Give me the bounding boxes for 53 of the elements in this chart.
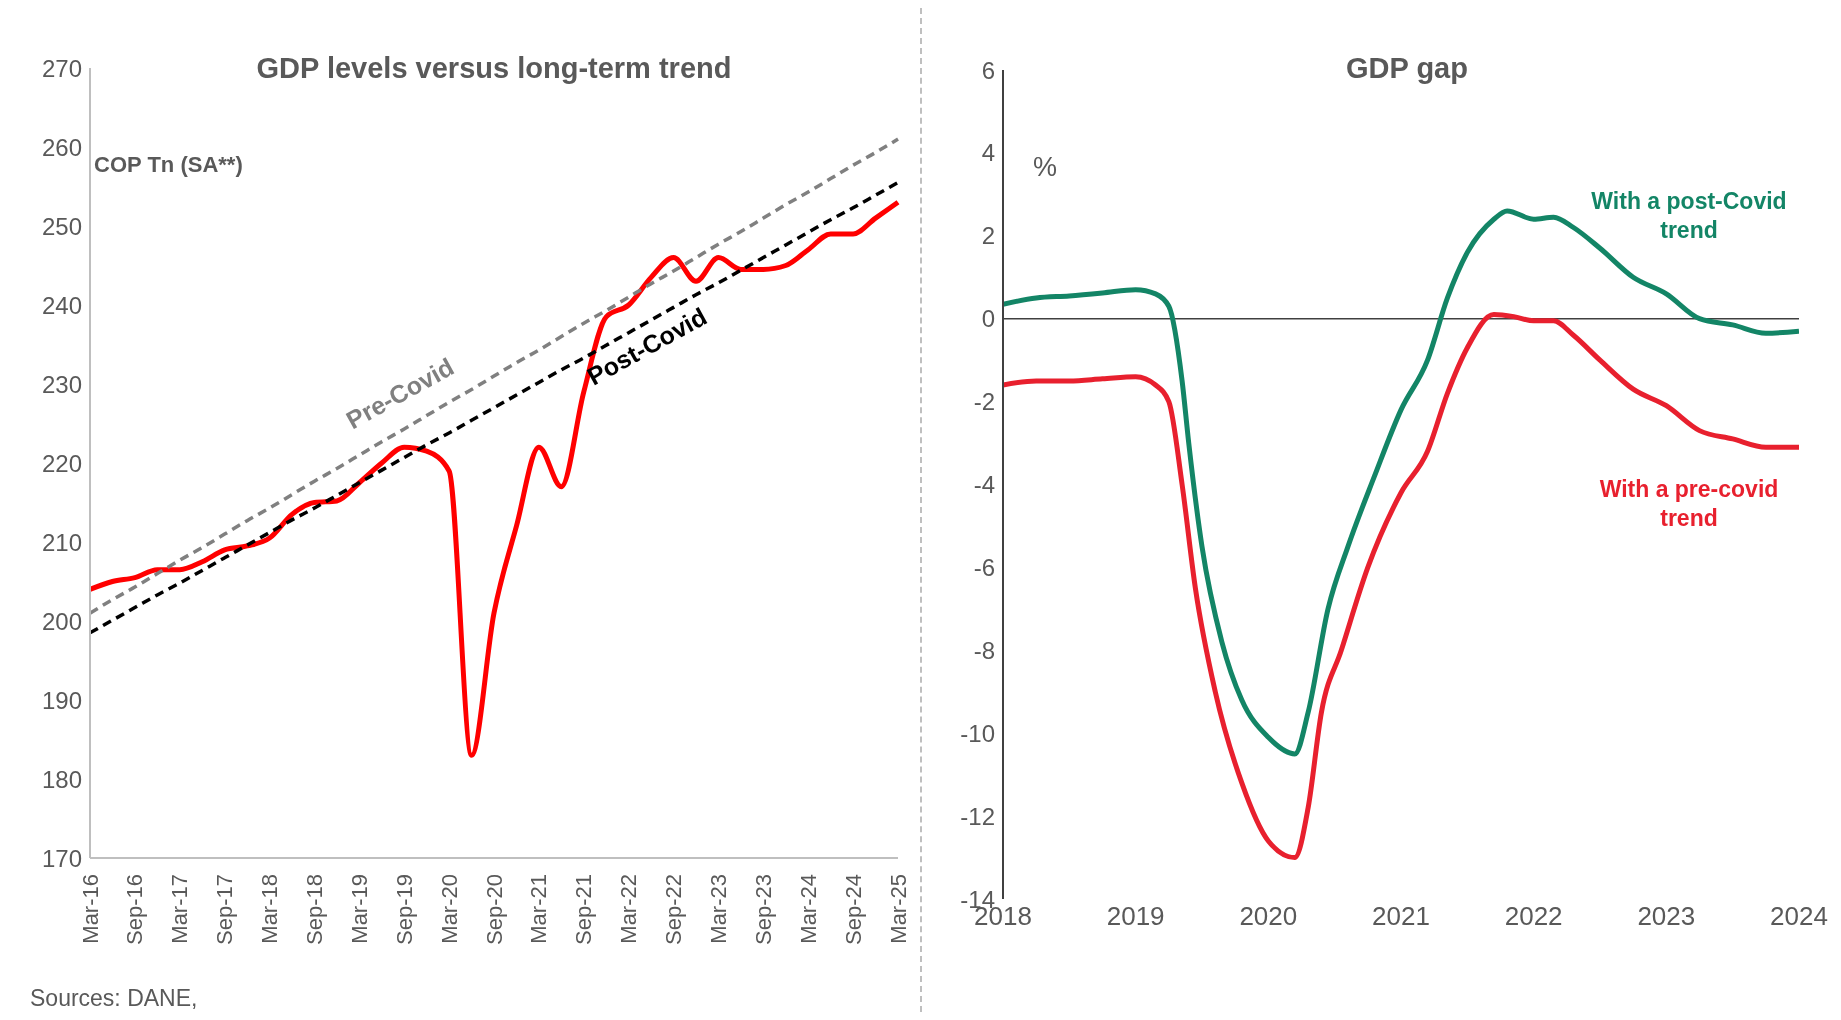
- x-tick-label: Sep-18: [301, 874, 327, 945]
- y-tick-label: -4: [973, 471, 995, 499]
- x-tick-label: Mar-20: [436, 874, 462, 944]
- x-tick-label: Mar-16: [77, 874, 103, 944]
- y-tick-label: 250: [41, 212, 82, 240]
- x-tick-label: 2019: [1106, 901, 1165, 932]
- x-tick-label: Mar-18: [257, 874, 283, 944]
- y-tick-label: 170: [41, 844, 82, 872]
- chart-title: GDP gap: [1345, 52, 1469, 85]
- x-tick-label: Mar-17: [167, 874, 193, 944]
- y-tick-label: -12: [960, 802, 995, 830]
- y-tick-label: 270: [41, 54, 82, 82]
- y-tick-label: -10: [960, 719, 995, 747]
- x-tick-label: Mar-22: [616, 874, 642, 944]
- y-axis-title: %: [1033, 152, 1058, 183]
- x-tick-label: Sep-21: [571, 874, 597, 945]
- y-tick-label: 260: [41, 133, 82, 161]
- y-tick-label: 2: [981, 222, 995, 250]
- x-tick-label: Sep-22: [661, 874, 687, 945]
- y-tick-label: 220: [41, 449, 82, 477]
- x-tick-label: Mar-19: [346, 874, 372, 944]
- x-tick-label: 2022: [1504, 901, 1563, 932]
- x-tick-label: Mar-21: [526, 874, 552, 944]
- x-tick-label: Sep-24: [840, 874, 866, 945]
- y-tick-label: -2: [973, 388, 995, 416]
- x-tick-label: 2020: [1239, 901, 1298, 932]
- x-tick-label: Mar-24: [795, 874, 821, 944]
- x-tick-label: 2021: [1372, 901, 1430, 932]
- x-tick-label: Sep-23: [750, 874, 776, 945]
- x-tick-label: Mar-23: [705, 874, 731, 944]
- source-note: Sources: DANE,: [30, 985, 198, 1012]
- series-label: With a pre-covid trend: [1599, 476, 1779, 532]
- x-tick-label: 2023: [1637, 901, 1696, 932]
- x-tick-label: Mar-25: [885, 874, 911, 944]
- y-tick-label: 190: [41, 686, 82, 714]
- series-label: With a post-Covid trend: [1591, 188, 1787, 244]
- y-axis-title: COP Tn (SA**): [94, 152, 243, 178]
- x-tick-label: Sep-17: [212, 874, 238, 945]
- y-tick-label: 180: [41, 765, 82, 793]
- y-tick-label: 210: [41, 528, 82, 556]
- y-tick-label: 6: [981, 56, 995, 84]
- chart-title: GDP levels versus long-term trend: [255, 52, 733, 85]
- y-tick-label: 4: [981, 139, 995, 167]
- x-tick-label: Sep-19: [391, 874, 417, 945]
- x-tick-label: Sep-20: [481, 874, 507, 945]
- y-tick-label: 240: [41, 291, 82, 319]
- x-tick-label: 2024: [1770, 901, 1828, 932]
- y-tick-label: 230: [41, 370, 82, 398]
- y-tick-label: 0: [981, 305, 995, 333]
- y-tick-label: -8: [973, 636, 995, 664]
- x-tick-label: Sep-16: [122, 874, 148, 945]
- y-tick-label: -6: [973, 553, 995, 581]
- y-tick-label: 200: [41, 607, 82, 635]
